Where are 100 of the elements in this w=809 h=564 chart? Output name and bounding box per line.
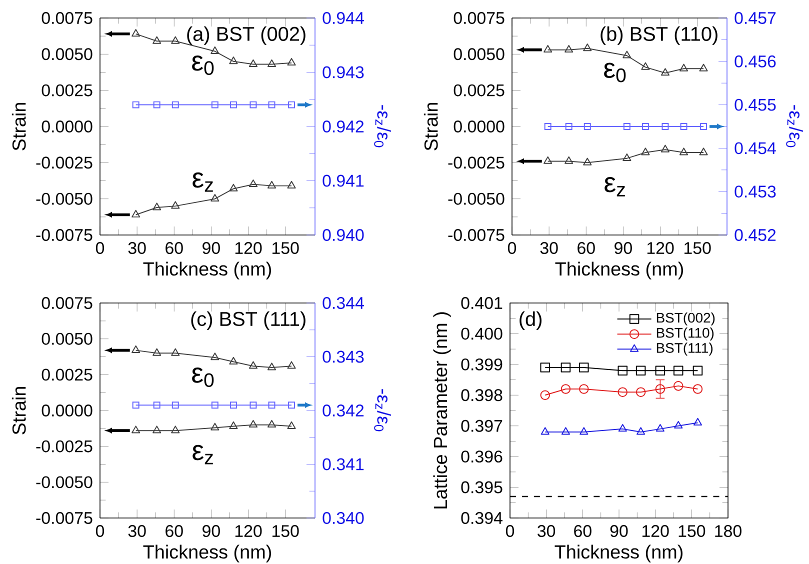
y-tick-label: 0.0075 <box>42 297 92 309</box>
y-axis-title: Lattice Parameter (nm ) <box>433 312 451 508</box>
series-label: ε$_{0}$ <box>192 55 214 75</box>
y-tick-label: 0.398 <box>461 389 502 402</box>
point <box>540 390 550 400</box>
point <box>673 366 684 376</box>
y-tick-label: 0.0000 <box>454 120 504 132</box>
x-tick-label: 0 <box>96 242 104 254</box>
y-tick-label: 0.0025 <box>42 368 92 381</box>
y2-tick-label: 0.453 <box>734 186 776 198</box>
x-tick-label: 120 <box>235 242 262 254</box>
y2-tick-label: 0.457 <box>734 12 776 24</box>
point <box>152 36 162 44</box>
x-tick-label: 60 <box>166 242 183 254</box>
point <box>618 387 628 397</box>
y2-tick-label: 0.944 <box>322 12 364 24</box>
y-tick-label: -0.0075 <box>448 229 504 241</box>
point <box>171 36 180 44</box>
point <box>636 366 646 376</box>
x-tick-label: 150 <box>272 525 299 538</box>
point <box>229 56 238 64</box>
x-tick-label: 30 <box>128 242 146 254</box>
x-tick-label: 180 <box>715 525 742 538</box>
x-tick-label: 120 <box>642 525 669 538</box>
point <box>229 356 238 364</box>
point <box>152 426 162 434</box>
point <box>636 387 646 397</box>
y-tick-label: 0.395 <box>461 481 502 494</box>
x-tick-label: 60 <box>166 525 183 538</box>
point <box>132 345 140 353</box>
x-tick-label: 90 <box>614 242 632 254</box>
point <box>583 158 592 166</box>
point <box>660 144 670 152</box>
y-tick-label: 0.399 <box>461 358 502 370</box>
x-tick-label: 0 <box>508 242 516 254</box>
point <box>287 361 296 369</box>
y-axis-title: Strain <box>12 387 26 434</box>
y-tick-label: -0.0075 <box>36 229 92 241</box>
y-tick-label: 0.0025 <box>42 84 92 96</box>
y2-tick-label: 0.455 <box>734 98 776 111</box>
point <box>641 62 650 70</box>
legend-label: BST(110) <box>656 328 714 341</box>
y-tick-label: -0.0025 <box>36 156 92 169</box>
point <box>580 427 588 435</box>
point <box>679 148 688 156</box>
x-axis-title: Thickness (nm) <box>143 262 271 280</box>
point <box>655 384 666 394</box>
x-tick-label: 0 <box>96 525 104 538</box>
point <box>622 50 632 58</box>
point <box>267 420 276 428</box>
chart-title: (a) BST (002) <box>187 26 306 45</box>
y-tick-label: 0.0075 <box>454 12 504 24</box>
point <box>132 426 140 434</box>
chart-title: (d) <box>520 311 542 330</box>
point <box>540 362 550 372</box>
x-tick-label: 90 <box>202 242 220 254</box>
point <box>171 201 180 209</box>
series-label: ε$_{z}$ <box>604 176 625 196</box>
point <box>660 68 670 76</box>
x-tick-label: 30 <box>540 242 558 254</box>
x-axis-title: Thickness (nm) <box>555 262 683 280</box>
point <box>564 156 574 164</box>
point <box>229 184 238 192</box>
point <box>210 46 220 54</box>
y2-tick-label: 0.452 <box>734 229 776 241</box>
point <box>132 210 140 218</box>
point <box>152 348 162 356</box>
y-tick-label: 0.0025 <box>454 84 504 96</box>
point <box>287 421 296 429</box>
y-tick-label: 0.0000 <box>42 404 92 416</box>
point <box>636 427 646 435</box>
point <box>267 59 276 67</box>
y-tick-label: 0.397 <box>461 420 502 432</box>
y-tick-label: 0.0050 <box>454 48 504 60</box>
point <box>210 352 220 360</box>
y-tick-label: 0.400 <box>461 328 502 340</box>
y-tick-label: 0.0000 <box>42 120 92 132</box>
point <box>699 148 708 156</box>
y2-tick-label: 0.941 <box>322 174 364 187</box>
x-tick-label: 30 <box>538 525 556 538</box>
point <box>618 366 628 376</box>
point <box>692 384 703 394</box>
point <box>673 381 684 391</box>
point <box>229 421 238 429</box>
point <box>540 427 550 435</box>
y-tick-label: -0.0050 <box>36 192 92 205</box>
y2-tick-label: 0.342 <box>322 404 364 416</box>
x-tick-label: 90 <box>610 525 628 538</box>
point <box>560 384 571 394</box>
series-label: ε$_{z}$ <box>192 172 213 192</box>
series-label: ε$_{0}$ <box>604 62 626 82</box>
x-tick-label: 30 <box>128 525 146 538</box>
point <box>132 29 140 37</box>
y2-tick-label: 0.942 <box>322 120 364 132</box>
point <box>248 179 258 188</box>
y-tick-label: 0.394 <box>461 512 502 524</box>
point <box>692 366 703 376</box>
point <box>210 194 220 202</box>
x-tick-label: 150 <box>678 525 706 538</box>
x-tick-label: 60 <box>574 525 592 538</box>
